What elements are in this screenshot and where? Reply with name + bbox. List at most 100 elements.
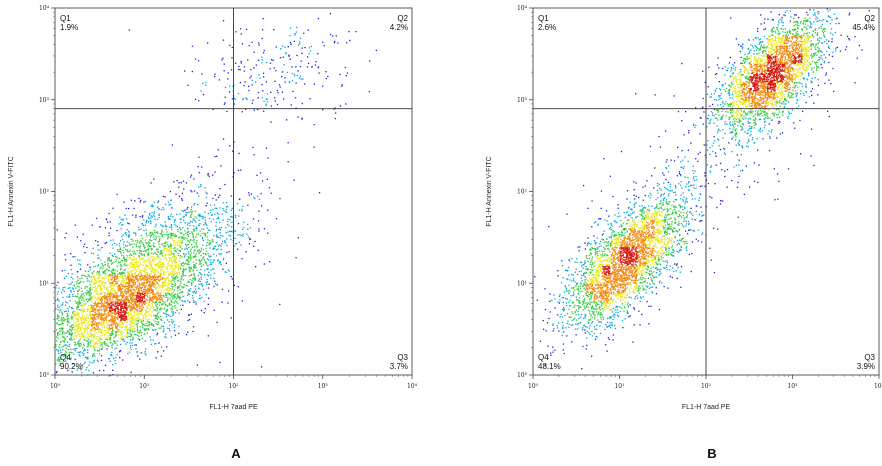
event-dot bbox=[144, 292, 146, 295]
event-dot bbox=[137, 299, 139, 302]
event-dot bbox=[120, 301, 122, 304]
event-dot bbox=[156, 256, 158, 258]
event-dot bbox=[117, 273, 119, 275]
event-dot bbox=[195, 253, 197, 255]
event-dot bbox=[214, 280, 216, 282]
event-dot bbox=[104, 273, 107, 275]
event-dot bbox=[93, 304, 95, 307]
event-dot bbox=[141, 242, 143, 244]
event-dot bbox=[80, 321, 83, 323]
event-dot bbox=[261, 62, 263, 64]
event-dot bbox=[83, 303, 85, 305]
event-dot bbox=[90, 304, 92, 307]
event-dot bbox=[81, 326, 83, 328]
event-dot bbox=[141, 323, 144, 325]
event-dot bbox=[162, 285, 164, 287]
event-dot bbox=[121, 314, 124, 316]
event-dot bbox=[137, 280, 139, 282]
event-dot bbox=[178, 237, 180, 239]
event-dot bbox=[174, 264, 176, 266]
event-dot bbox=[150, 315, 152, 317]
event-dot bbox=[290, 104, 292, 106]
event-dot bbox=[295, 31, 298, 33]
event-dot bbox=[272, 59, 274, 61]
event-dot bbox=[122, 275, 124, 278]
event-dot bbox=[104, 291, 106, 293]
event-dot bbox=[173, 326, 175, 328]
event-dot bbox=[286, 119, 288, 121]
event-dot bbox=[177, 280, 179, 282]
event-dot bbox=[237, 234, 239, 236]
event-dot bbox=[133, 292, 135, 294]
event-dot bbox=[227, 220, 229, 223]
event-dot bbox=[172, 322, 174, 324]
event-dot bbox=[143, 333, 145, 335]
event-dot bbox=[161, 231, 163, 234]
event-dot bbox=[202, 258, 204, 260]
event-dot bbox=[144, 291, 146, 293]
event-dot bbox=[131, 238, 133, 241]
event-dot bbox=[150, 182, 152, 184]
event-dot bbox=[129, 342, 131, 344]
event-dot bbox=[166, 241, 168, 243]
event-dot bbox=[199, 213, 201, 215]
event-dot bbox=[178, 285, 180, 288]
event-dot bbox=[262, 18, 264, 20]
event-dot bbox=[132, 281, 134, 284]
event-dot bbox=[186, 244, 189, 246]
event-dot bbox=[104, 276, 106, 278]
event-dot bbox=[135, 281, 137, 284]
event-dot bbox=[105, 301, 107, 303]
event-dot bbox=[225, 201, 228, 204]
event-dot bbox=[136, 331, 139, 333]
event-dot bbox=[196, 246, 198, 248]
event-dot bbox=[153, 286, 156, 288]
event-dot bbox=[116, 193, 118, 196]
event-dot bbox=[62, 289, 64, 291]
event-dot bbox=[57, 332, 59, 334]
event-dot bbox=[147, 244, 150, 246]
event-dot bbox=[92, 247, 94, 250]
event-dot bbox=[112, 239, 114, 241]
event-dot bbox=[158, 240, 161, 242]
event-dot bbox=[114, 360, 116, 362]
event-dot bbox=[171, 270, 173, 273]
event-dot bbox=[135, 278, 137, 280]
event-dot bbox=[171, 281, 173, 283]
event-dot bbox=[74, 224, 76, 226]
event-dot bbox=[100, 293, 102, 295]
event-dot bbox=[258, 230, 260, 232]
event-dot bbox=[100, 317, 102, 319]
event-dot bbox=[130, 348, 132, 350]
event-dot bbox=[158, 271, 160, 273]
event-dot bbox=[229, 145, 231, 147]
event-dot bbox=[143, 255, 146, 257]
event-dot bbox=[165, 266, 168, 268]
event-dot bbox=[179, 254, 181, 257]
event-dot bbox=[91, 288, 93, 291]
event-dot bbox=[180, 221, 182, 223]
event-dot bbox=[314, 64, 317, 66]
event-dot bbox=[114, 280, 116, 282]
event-dot bbox=[248, 44, 250, 47]
event-dot bbox=[194, 264, 196, 266]
event-dot bbox=[62, 302, 64, 304]
event-dot bbox=[200, 184, 202, 186]
event-dot bbox=[185, 333, 188, 336]
event-dot bbox=[167, 243, 169, 246]
event-dot bbox=[111, 254, 113, 256]
event-dot bbox=[133, 252, 136, 254]
event-dot bbox=[131, 314, 133, 316]
event-dot bbox=[69, 287, 71, 289]
event-dot bbox=[106, 344, 109, 347]
event-dot bbox=[92, 314, 95, 316]
event-dot bbox=[162, 350, 165, 352]
event-dot bbox=[119, 303, 121, 306]
event-dot bbox=[110, 270, 112, 272]
event-dot bbox=[84, 327, 86, 329]
event-dot bbox=[108, 314, 110, 316]
event-dot bbox=[194, 285, 196, 287]
event-dot bbox=[124, 289, 126, 291]
event-dot bbox=[108, 265, 110, 267]
event-dot bbox=[151, 270, 153, 272]
